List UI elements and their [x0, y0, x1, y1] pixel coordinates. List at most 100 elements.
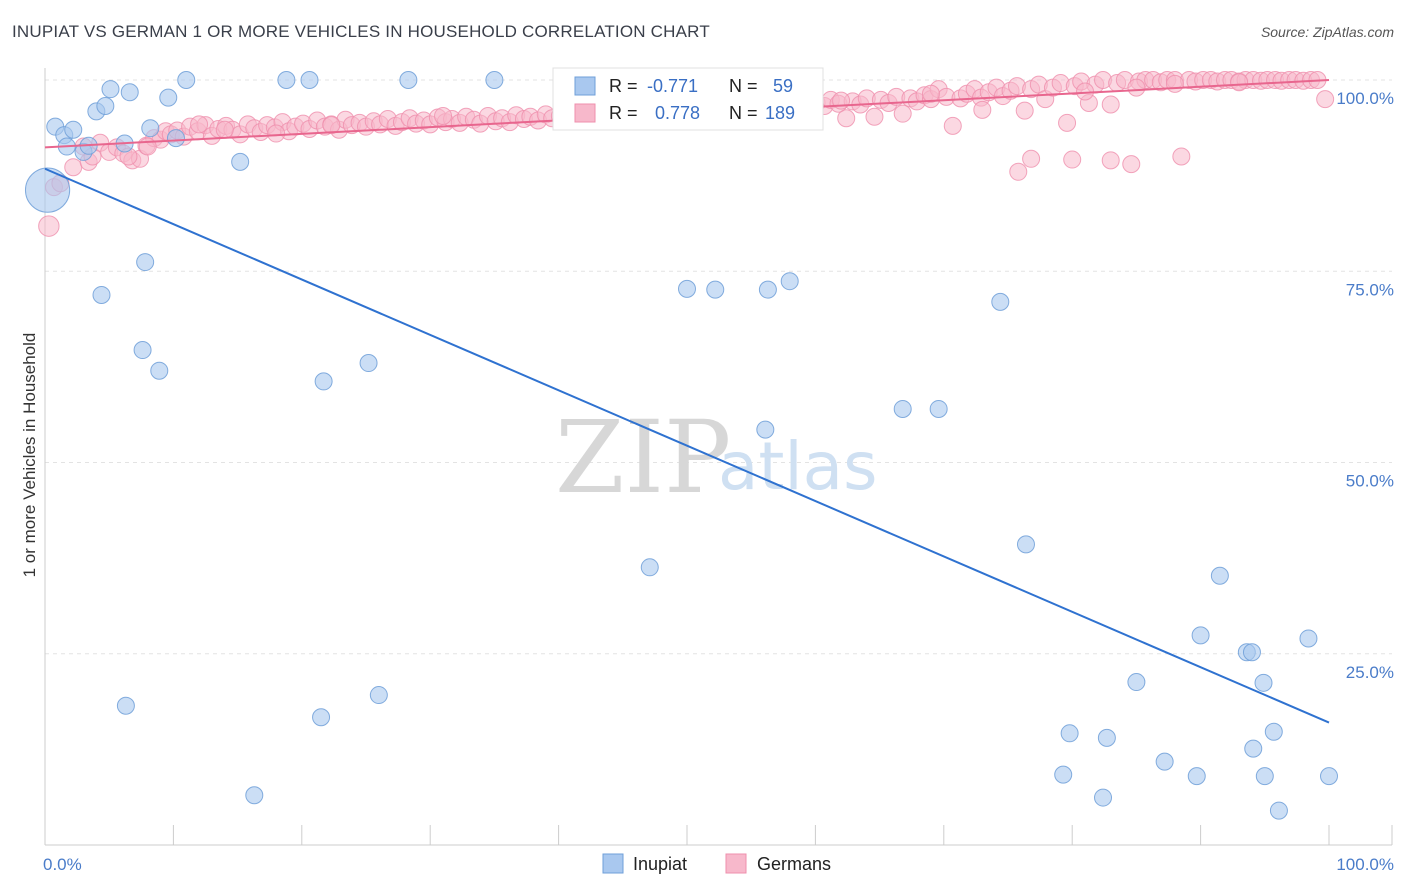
- inupiat-point: [369, 686, 388, 705]
- inupiat-point: [231, 152, 250, 171]
- inupiat-point: [756, 420, 775, 439]
- inupiat-point: [1060, 724, 1079, 743]
- source-credit: Source: ZipAtlas.com: [1260, 24, 1394, 40]
- inupiat-n-value: 59: [773, 76, 793, 96]
- germans-point: [190, 115, 209, 134]
- germans-point: [1009, 162, 1028, 181]
- inupiat-point: [1254, 673, 1273, 692]
- germans-point: [921, 84, 940, 103]
- bottom-legend: Inupiat Germans: [602, 853, 831, 874]
- x-tick-label: 0.0%: [43, 855, 82, 874]
- y-axis-label: 1 or more Vehicles in Household: [20, 333, 39, 578]
- y-tick-label: 75.0%: [1346, 280, 1394, 299]
- germans-n-label: N =: [729, 103, 758, 123]
- inupiat-n-label: N =: [729, 76, 758, 96]
- inupiat-point: [1210, 566, 1229, 585]
- inupiat-point: [1264, 722, 1283, 741]
- inupiat-point: [116, 696, 135, 715]
- germans-point: [215, 120, 234, 139]
- germans-point: [38, 215, 60, 237]
- germans-r-label: R =: [609, 103, 638, 123]
- germans-point: [865, 107, 884, 126]
- germans-swatch: [574, 103, 596, 123]
- legend-germans-swatch: [725, 853, 747, 874]
- germans-point: [1076, 82, 1095, 101]
- germans-point: [322, 116, 341, 135]
- inupiat-point: [92, 285, 111, 304]
- germans-point: [1022, 149, 1041, 168]
- inupiat-point: [1187, 767, 1206, 786]
- inupiat-point: [1244, 739, 1263, 758]
- inupiat-point: [1016, 535, 1035, 554]
- inupiat-point: [1191, 626, 1210, 645]
- germans-point: [1063, 150, 1082, 169]
- inupiat-point: [245, 786, 264, 805]
- legend-germans-label: Germans: [757, 854, 831, 874]
- germans-point: [1165, 74, 1184, 93]
- germans-point: [1058, 113, 1077, 132]
- inupiat-points: [24, 71, 1338, 820]
- chart-title: INUPIAT VS GERMAN 1 OR MORE VEHICLES IN …: [12, 22, 710, 41]
- inupiat-point: [314, 372, 333, 391]
- inupiat-trend-line: [44, 167, 1330, 724]
- germans-point: [1101, 151, 1120, 170]
- inupiat-point: [141, 119, 160, 138]
- inupiat-point: [929, 399, 948, 418]
- germans-point: [1015, 101, 1034, 120]
- inupiat-point: [780, 272, 799, 291]
- y-tick-label: 25.0%: [1346, 663, 1394, 682]
- legend-inupiat-label: Inupiat: [633, 854, 687, 874]
- inupiat-point: [1242, 643, 1261, 662]
- inupiat-point: [1054, 765, 1073, 784]
- inupiat-point: [678, 279, 696, 298]
- inupiat-point: [1097, 728, 1116, 747]
- inupiat-point: [359, 354, 378, 373]
- inupiat-point: [485, 71, 504, 89]
- germans-point: [943, 116, 962, 135]
- watermark-zip: ZIP: [555, 399, 731, 516]
- inupiat-point: [64, 120, 83, 139]
- inupiat-point: [893, 399, 912, 418]
- watermark-atlas: atlas: [718, 428, 878, 505]
- germans-point: [1316, 90, 1335, 109]
- inupiat-point: [312, 708, 331, 727]
- inupiat-point: [150, 361, 169, 380]
- inupiat-point: [399, 71, 418, 89]
- germans-point: [837, 109, 856, 128]
- germans-point: [1127, 78, 1146, 97]
- inupiat-point: [706, 280, 725, 299]
- germans-point: [138, 137, 157, 156]
- inupiat-point: [1299, 629, 1318, 648]
- inupiat-point: [1269, 801, 1288, 820]
- germans-n-value: 189: [765, 103, 795, 123]
- inupiat-point: [300, 71, 319, 89]
- inupiat-point: [166, 129, 185, 148]
- inupiat-point: [277, 71, 296, 89]
- germans-point: [1230, 73, 1249, 92]
- germans-point: [893, 104, 912, 123]
- inupiat-point: [991, 292, 1010, 311]
- germans-point: [1172, 147, 1191, 166]
- inupiat-r-label: R =: [609, 76, 638, 96]
- inupiat-point: [758, 280, 777, 299]
- inupiat-point: [101, 80, 120, 99]
- germans-point: [1122, 155, 1141, 174]
- inupiat-point: [133, 341, 152, 360]
- y-tick-label: 100.0%: [1336, 89, 1394, 108]
- inupiat-point: [1255, 767, 1274, 786]
- inupiat-point: [1155, 752, 1174, 771]
- inupiat-point: [24, 167, 71, 213]
- inupiat-swatch: [574, 76, 596, 96]
- x-tick-label: 100.0%: [1336, 855, 1394, 874]
- inupiat-point: [120, 83, 139, 102]
- inupiat-point: [136, 253, 155, 272]
- inupiat-point: [1127, 673, 1146, 692]
- inupiat-point: [177, 71, 196, 89]
- germans-point: [1101, 95, 1120, 114]
- germans-point: [973, 100, 992, 119]
- legend-inupiat-swatch: [602, 853, 624, 874]
- stats-legend-box: R = -0.771 N = 59 R = 0.778 N = 189: [552, 67, 824, 131]
- y-tick-label: 50.0%: [1346, 472, 1394, 491]
- inupiat-point: [159, 88, 178, 107]
